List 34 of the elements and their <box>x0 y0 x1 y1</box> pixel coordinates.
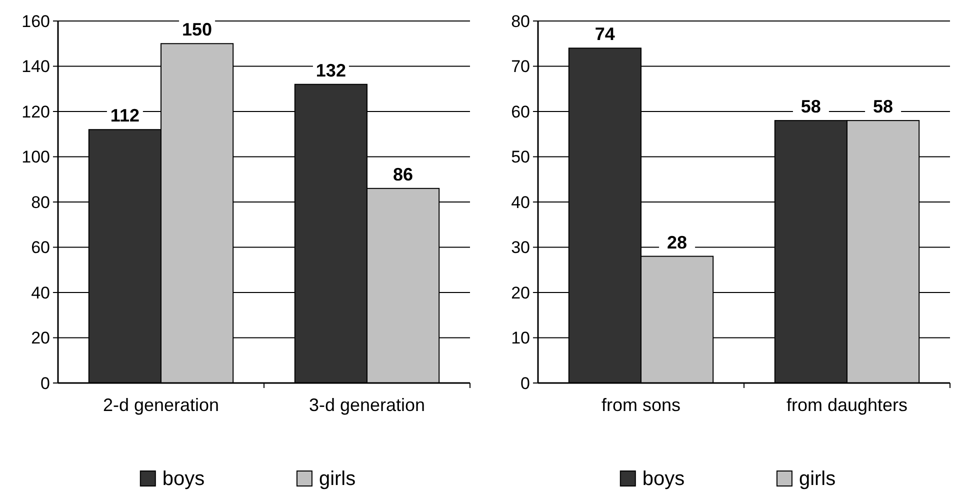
y-tick-label: 160 <box>22 12 50 31</box>
y-tick-label: 70 <box>511 57 530 76</box>
x-tick-label: from daughters <box>786 395 908 415</box>
data-label: 58 <box>800 96 821 117</box>
data-label: 58 <box>873 96 894 117</box>
y-tick-label: 40 <box>511 192 530 212</box>
y-tick-label: 20 <box>511 283 530 302</box>
y-tick-label: 140 <box>22 57 50 76</box>
y-tick-label: 20 <box>31 328 50 348</box>
y-tick-label: 10 <box>511 328 530 348</box>
legend-label: boys <box>642 468 685 490</box>
data-label: 86 <box>393 164 414 184</box>
data-label: 150 <box>182 20 212 40</box>
y-tick-label: 40 <box>31 283 50 302</box>
legend-label: boys <box>162 468 205 490</box>
y-tick-label: 80 <box>511 12 530 31</box>
y-tick-label: 30 <box>511 238 530 258</box>
data-label: 112 <box>110 106 140 126</box>
y-tick-label: 120 <box>22 102 50 122</box>
legend-label: girls <box>318 468 356 490</box>
y-tick-label: 0 <box>520 374 530 393</box>
y-tick-label: 80 <box>31 192 50 212</box>
y-tick-label: 50 <box>511 148 530 167</box>
data-label: 28 <box>667 232 688 252</box>
x-tick-label: from sons <box>601 395 681 415</box>
data-label: 132 <box>316 60 346 80</box>
x-tick-label: 3-d generation <box>308 395 426 415</box>
y-tick-label: 60 <box>31 238 50 258</box>
legend-label: girls <box>798 468 836 490</box>
data-label: 74 <box>594 24 615 44</box>
y-tick-label: 100 <box>22 148 50 167</box>
x-tick-label: 2-d generation <box>102 395 220 415</box>
y-tick-label: 0 <box>40 374 50 393</box>
y-tick-label: 60 <box>511 102 530 122</box>
